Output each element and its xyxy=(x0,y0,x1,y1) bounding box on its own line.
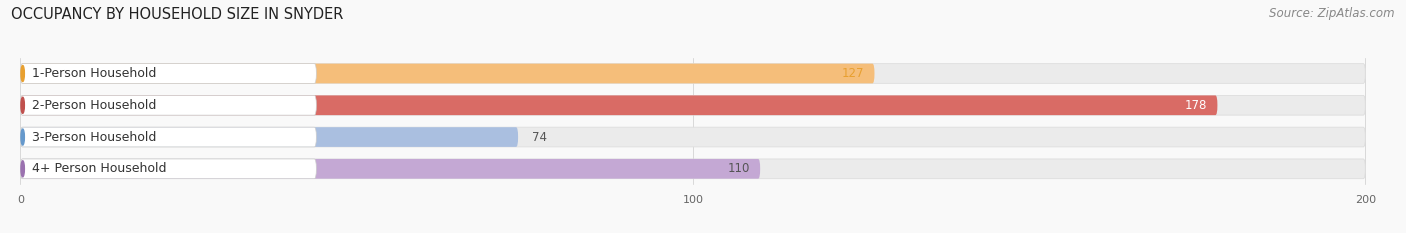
FancyBboxPatch shape xyxy=(21,96,316,115)
Text: 127: 127 xyxy=(842,67,865,80)
FancyBboxPatch shape xyxy=(21,159,316,179)
FancyBboxPatch shape xyxy=(21,64,1365,83)
FancyBboxPatch shape xyxy=(21,96,1365,115)
FancyBboxPatch shape xyxy=(21,64,316,83)
Text: OCCUPANCY BY HOUSEHOLD SIZE IN SNYDER: OCCUPANCY BY HOUSEHOLD SIZE IN SNYDER xyxy=(11,7,343,22)
Circle shape xyxy=(21,129,24,145)
FancyBboxPatch shape xyxy=(21,159,761,179)
Text: 1-Person Household: 1-Person Household xyxy=(31,67,156,80)
Text: 2-Person Household: 2-Person Household xyxy=(31,99,156,112)
FancyBboxPatch shape xyxy=(21,127,1365,147)
Text: 110: 110 xyxy=(728,162,749,175)
Text: 178: 178 xyxy=(1185,99,1208,112)
Circle shape xyxy=(21,161,24,177)
FancyBboxPatch shape xyxy=(21,159,1365,179)
FancyBboxPatch shape xyxy=(21,96,1218,115)
Circle shape xyxy=(21,65,24,82)
FancyBboxPatch shape xyxy=(21,127,517,147)
Text: 74: 74 xyxy=(531,130,547,144)
Text: 4+ Person Household: 4+ Person Household xyxy=(31,162,166,175)
FancyBboxPatch shape xyxy=(21,127,316,147)
Text: 3-Person Household: 3-Person Household xyxy=(31,130,156,144)
FancyBboxPatch shape xyxy=(21,64,875,83)
Circle shape xyxy=(21,97,24,113)
Text: Source: ZipAtlas.com: Source: ZipAtlas.com xyxy=(1270,7,1395,20)
